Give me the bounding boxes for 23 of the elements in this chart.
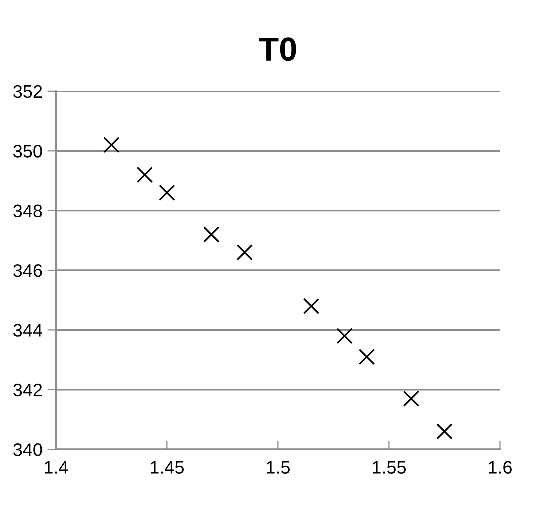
point [159, 184, 176, 202]
x-tick-label: 1.55 [373, 461, 406, 474]
point [436, 424, 453, 440]
y-tick-label: 342 [14, 384, 42, 397]
point [236, 244, 254, 261]
point [136, 166, 154, 184]
y-tick-label: 346 [14, 264, 42, 278]
x-tick-label: 1.6 [489, 461, 512, 474]
y-tick-label: 348 [14, 204, 42, 218]
point [336, 328, 353, 344]
x-tick-label: 1.4 [45, 461, 68, 474]
y-tick-label: 344 [14, 324, 42, 337]
point [403, 390, 420, 407]
y-tick-label: 352 [14, 85, 42, 98]
x-tick-label: 1.45 [150, 461, 184, 474]
chart-title: T0 [259, 38, 296, 62]
y-tick-label: 340 [14, 444, 42, 456]
point [303, 298, 320, 314]
point [358, 348, 376, 366]
x-tick-label: 1.5 [267, 461, 290, 474]
point [104, 137, 120, 154]
point [203, 226, 220, 243]
y-tick-label: 350 [14, 145, 42, 158]
